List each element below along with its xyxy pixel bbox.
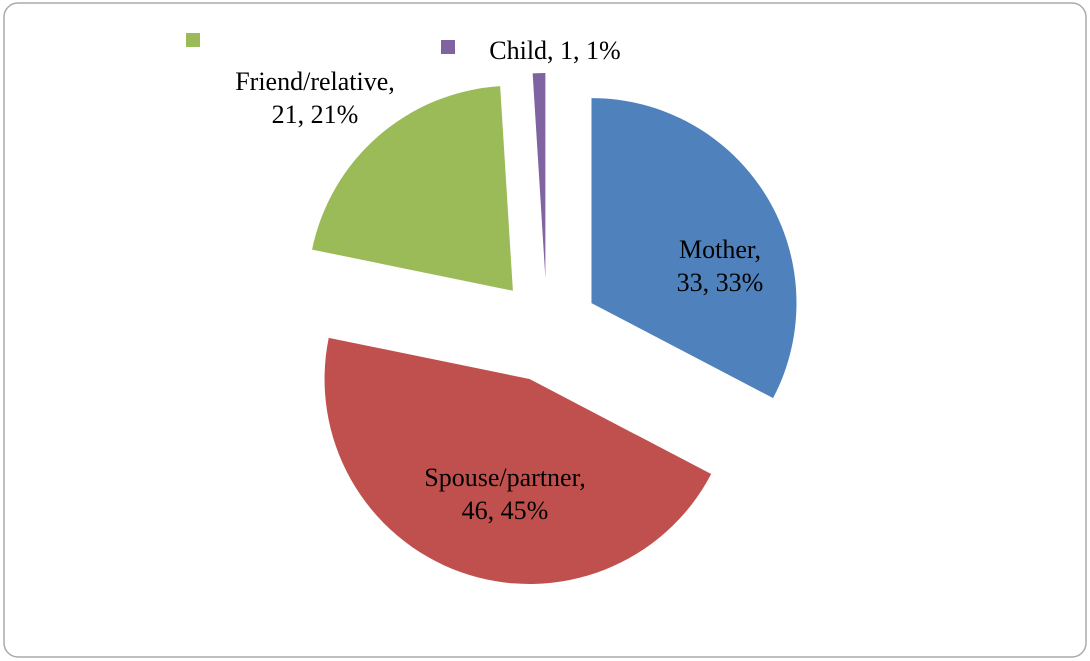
data-label: 46, 45%: [462, 496, 549, 525]
chart-frame: [3, 2, 1087, 658]
data-label: 21, 21%: [272, 100, 359, 129]
pie-slice: [312, 86, 513, 291]
pie-slice: [532, 73, 546, 279]
label-key: [186, 33, 200, 47]
label-key: [441, 40, 455, 54]
data-label: Friend/relative,: [235, 67, 395, 96]
data-label: 33, 33%: [677, 268, 764, 297]
data-label: Mother,: [679, 235, 761, 264]
data-label: Child, 1, 1%: [489, 36, 620, 65]
pie-slice: [591, 98, 797, 399]
pie-slice: [324, 337, 712, 584]
data-label: Spouse/partner,: [424, 463, 585, 492]
